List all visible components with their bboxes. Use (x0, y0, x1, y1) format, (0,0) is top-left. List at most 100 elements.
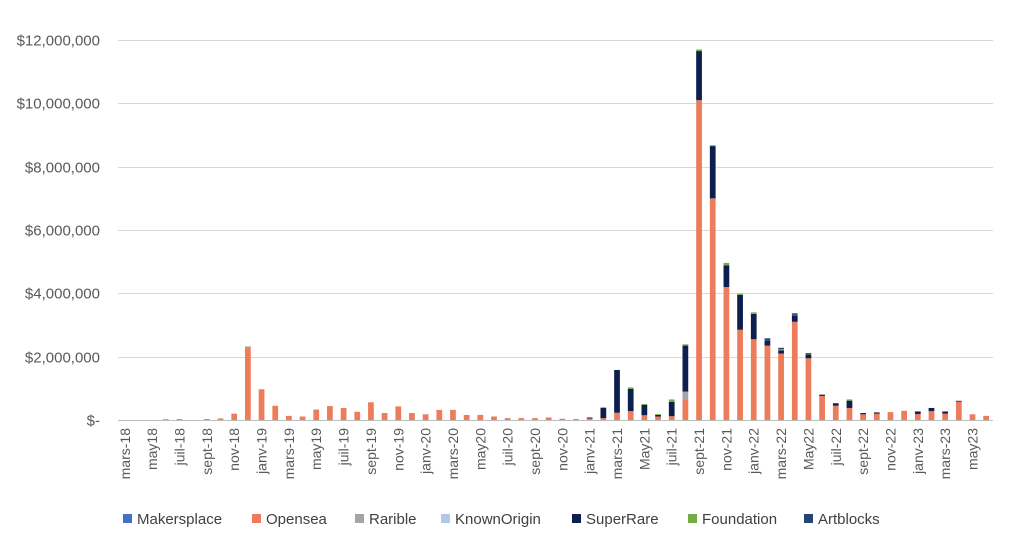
bar-segment-foundation (668, 399, 675, 402)
y-tick-label: $6,000,000 (25, 223, 100, 240)
bar-segment-superrare (778, 350, 784, 354)
legend-label: Foundation (702, 511, 777, 528)
x-tick-label: may19 (308, 428, 324, 470)
bar-segment-superrare (805, 354, 812, 359)
bar-segment-opensea (272, 405, 279, 420)
bar-segment-superrare (860, 413, 866, 415)
bar-segment-opensea (627, 411, 634, 420)
y-tick-label: $4,000,000 (25, 286, 100, 303)
bar-segment-opensea (245, 347, 251, 420)
x-tick-label: sept-22 (855, 428, 871, 475)
bar-segment-opensea (463, 414, 470, 420)
bar-segment-opensea (422, 414, 429, 420)
bar-segment-opensea (873, 413, 880, 420)
x-tick-label: sept-18 (199, 428, 215, 475)
legend-label: Artblocks (818, 511, 880, 528)
bar-segment-opensea (204, 419, 210, 420)
bar-segment-artblocks (791, 313, 798, 315)
bar-segment-opensea (340, 407, 347, 420)
bar-segment-foundation (778, 349, 784, 351)
x-tick-label: may23 (964, 428, 980, 470)
bar-segment-opensea (846, 407, 853, 420)
legend-swatch (572, 514, 581, 523)
bar-segment-superrare (846, 400, 853, 408)
legend: Makersplace Opensea Rarible KnownOrigin Supe… (123, 511, 880, 528)
x-tick-label: sept-19 (363, 428, 379, 475)
bar-segment-opensea (518, 418, 525, 420)
bar-segment-opensea (668, 416, 675, 420)
bar-segment-superrare (942, 411, 949, 414)
x-tick-label: juil-20 (500, 428, 516, 467)
bar-segment-superrare (955, 400, 962, 402)
bar-segment-superrare (682, 345, 689, 392)
bar-segment-opensea (737, 329, 743, 420)
bar-segment-foundation (846, 399, 853, 401)
bar-segment-opensea (313, 409, 320, 420)
bar-segment-opensea (901, 410, 907, 420)
bar-segment-opensea (286, 415, 292, 420)
bar-segment-foundation (655, 414, 661, 415)
legend-item-artblocks: Artblocks (804, 511, 880, 528)
bar-segment-opensea (914, 413, 921, 420)
bar-segment-opensea (942, 413, 949, 420)
bar-segment-superrare (873, 412, 880, 414)
bar-segment-opensea (354, 411, 361, 420)
y-tick-label: $8,000,000 (25, 160, 100, 177)
x-tick-label: mars-23 (937, 428, 953, 480)
legend-item-rarible: Rarible (355, 511, 417, 528)
bar-segment-opensea (217, 418, 224, 420)
bar-segment-artblocks (764, 338, 771, 341)
legend-swatch (123, 514, 132, 523)
bar-segment-superrare (737, 294, 743, 330)
gridlines (118, 40, 993, 358)
legend-label: Opensea (266, 511, 328, 528)
bar-segment-artblocks (778, 347, 784, 350)
legend-label: KnownOrigin (455, 511, 541, 528)
legend-label: SuperRare (586, 511, 659, 528)
bar-segment-opensea (778, 353, 784, 420)
bar-segment-opensea (600, 418, 607, 420)
x-tick-label: janv-19 (254, 428, 270, 475)
bar-segment-foundation (805, 353, 812, 355)
x-tick-label: mars-19 (281, 428, 297, 480)
bar-segment-opensea (477, 414, 484, 420)
x-tick-label: sept-21 (691, 428, 707, 475)
bar-segment-rarible (258, 389, 265, 390)
bar-segment-opensea (887, 412, 894, 420)
bar-segment-opensea (955, 401, 962, 420)
x-tick-label: nov-22 (882, 428, 898, 471)
x-axis-ticks: mars-18 may18 juil-18 sept-18 nov-18 janv-19 m… (117, 428, 981, 480)
x-tick-label: nov-20 (554, 428, 570, 471)
y-tick-label: $12,000,000 (17, 33, 100, 50)
bar-segment-opensea (258, 389, 265, 420)
bar-segment-superrare (914, 411, 921, 414)
x-tick-label: juil-19 (336, 428, 352, 467)
legend-swatch (355, 514, 364, 523)
bar-segment-opensea (709, 198, 716, 420)
bar-segment-opensea (819, 395, 825, 420)
bar-segment-superrare (750, 313, 757, 340)
bar-segment-foundation (750, 312, 757, 314)
bar-segment-foundation (682, 344, 689, 346)
bar-segment-opensea (983, 415, 990, 420)
y-tick-label: $10,000,000 (17, 96, 100, 113)
bar-segment-rarible (682, 391, 689, 400)
bar-segment-superrare (641, 404, 648, 416)
bar-segment-opensea (504, 418, 511, 420)
legend-item-knownorigin: KnownOrigin (441, 511, 541, 528)
x-tick-label: juil-18 (172, 428, 188, 467)
bar-segment-opensea (655, 416, 661, 420)
bar-segment-opensea (176, 419, 183, 420)
bar-segment-opensea (436, 409, 443, 420)
x-tick-label: juil-22 (828, 428, 844, 467)
x-tick-label: May21 (636, 428, 652, 470)
bar-segment-opensea (491, 416, 497, 420)
bar-segment-opensea (381, 413, 388, 420)
bar-segment-opensea (750, 339, 757, 420)
bar-segment-rarible (245, 346, 251, 348)
bar-segment-foundation (709, 145, 716, 147)
bar-segment-superrare (586, 417, 593, 419)
y-tick-label: $2,000,000 (25, 350, 100, 367)
bar-segment-superrare (928, 407, 935, 412)
x-tick-label: may20 (472, 428, 488, 470)
